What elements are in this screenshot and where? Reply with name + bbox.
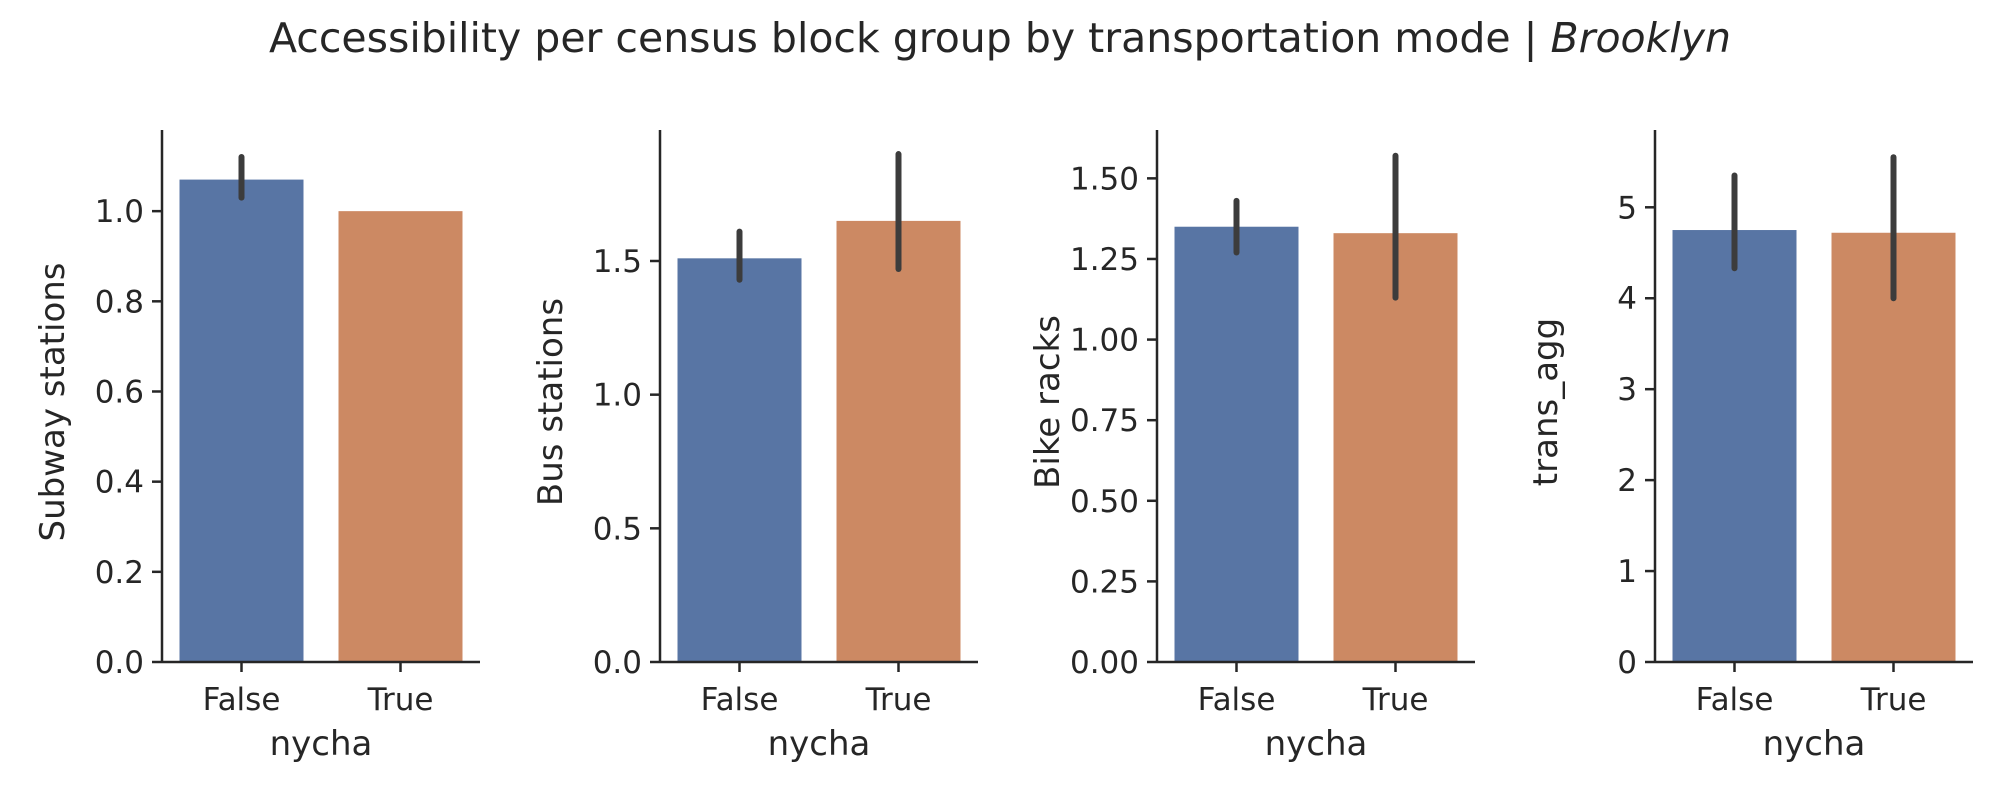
panel-3-y-tick-label: 0.50 (1070, 484, 1139, 520)
panel-4-y-tick-label: 5 (1617, 190, 1637, 226)
panel-3-x-tick-label-false: False (1198, 682, 1276, 718)
panel-3-y-tick-label: 1.25 (1070, 242, 1139, 278)
panel-1-y-tick-label: 0.0 (95, 645, 144, 681)
panel-2-y-tick-label: 1.0 (593, 378, 642, 414)
panel-3-y-tick-label: 0.25 (1070, 564, 1139, 600)
panel-4-y-tick-label: 1 (1617, 554, 1637, 590)
panel-3-x-axis-label: nycha (1265, 724, 1368, 764)
panel-1-x-axis-label: nycha (270, 724, 373, 764)
panel-1-y-axis-label: Subway stations (33, 262, 73, 541)
panel-2-y-tick-label: 1.5 (593, 244, 642, 280)
panel-3-x-tick-label-true: True (1362, 682, 1429, 718)
panel-3-y-tick-label: 0.00 (1070, 645, 1139, 681)
panel-1-y-tick-label: 0.2 (95, 555, 144, 591)
panel-4-y-tick-label: 0 (1617, 645, 1637, 681)
panel-1-x-tick-label-false: False (203, 682, 281, 718)
panel-3-y-tick-label: 1.50 (1070, 161, 1139, 197)
panel-1-y-tick-label: 0.4 (95, 465, 144, 501)
panel-4-y-axis-label: trans_agg (1526, 318, 1566, 486)
title-city: Brooklyn (1550, 14, 1732, 62)
panel-2-y-tick-label: 0.0 (593, 645, 642, 681)
panel-2-y-tick-label: 0.5 (593, 511, 642, 547)
figure-title: Accessibility per census block group by … (0, 10, 2000, 66)
panel-4-y-tick-label: 4 (1617, 281, 1637, 317)
panel-3-bar-false (1174, 226, 1299, 662)
title-main: Accessibility per census block group by … (268, 14, 1551, 62)
panel-2-x-axis-label: nycha (768, 724, 871, 764)
panel-2-bar-true (836, 220, 961, 662)
panel-1-bar-true (338, 211, 463, 663)
panel-3-y-axis-label: Bike racks (1028, 315, 1068, 489)
panel-2-x-tick-label-false: False (701, 682, 779, 718)
panel-1-y-tick-label: 1.0 (95, 194, 144, 230)
panel-3-y-tick-label: 0.75 (1070, 403, 1139, 439)
panel-1-y-tick-label: 0.8 (95, 284, 144, 320)
panel-3-bar-true (1333, 233, 1458, 662)
panel-2-y-axis-label: Bus stations (531, 298, 571, 506)
panel-4-y-tick-label: 2 (1617, 463, 1637, 499)
panel-2-x-tick-label-true: True (865, 682, 932, 718)
panel-2-bar-false (677, 258, 802, 662)
panel-1-bar-false (179, 179, 304, 663)
panel-4-bar-false (1672, 230, 1797, 663)
panel-3-y-tick-label: 1.00 (1070, 323, 1139, 359)
panel-1-x-tick-label-true: True (367, 682, 434, 718)
panel-4-x-tick-label-false: False (1696, 682, 1774, 718)
panel-4-x-tick-label-true: True (1860, 682, 1927, 718)
panel-1-y-tick-label: 0.6 (95, 374, 144, 410)
panel-4-x-axis-label: nycha (1763, 724, 1866, 764)
panel-4-y-tick-label: 3 (1617, 372, 1637, 408)
panel-4-bar-true (1831, 232, 1956, 662)
